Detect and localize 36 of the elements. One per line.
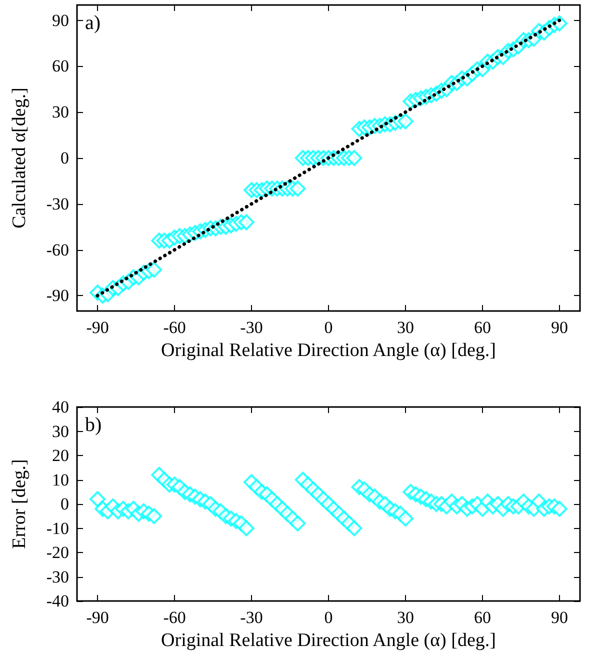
y-tick-label: 60 xyxy=(52,56,69,76)
x-tick-label: -60 xyxy=(163,318,186,337)
x-tick-label: 90 xyxy=(550,318,568,337)
y-axis-title: Error [deg.] xyxy=(9,459,30,549)
y-tick-label: -30 xyxy=(46,194,69,214)
x-axis-title: Original Relative Direction Angle (α) [deg.] xyxy=(161,340,496,361)
x-tick-label: -90 xyxy=(86,318,109,337)
y-tick-label: 0 xyxy=(60,148,69,168)
y-axis-title: Calculated α[deg.] xyxy=(9,88,30,228)
y-tick-label: 20 xyxy=(52,446,69,465)
y-tick-label: 10 xyxy=(52,470,69,490)
x-tick-label: 0 xyxy=(324,318,333,337)
x-tick-label: 30 xyxy=(396,608,414,627)
x-tick-label: -30 xyxy=(240,608,263,627)
x-tick-label: -60 xyxy=(163,608,186,627)
y-tick-label: 90 xyxy=(52,10,69,30)
y-tick-label: -90 xyxy=(46,286,69,306)
x-tick-label: 30 xyxy=(396,318,414,337)
annotation: a) xyxy=(85,12,101,34)
x-tick-label: 0 xyxy=(324,608,333,627)
annotation: b) xyxy=(85,414,102,436)
y-tick-label: -20 xyxy=(46,543,69,562)
x-tick-label: -30 xyxy=(240,318,263,337)
x-tick-label: 60 xyxy=(474,608,491,627)
y-tick-label: 30 xyxy=(52,102,69,122)
y-tick-label: -10 xyxy=(46,518,69,538)
y-tick-label: -40 xyxy=(46,592,69,610)
x-tick-label: 90 xyxy=(550,608,568,627)
y-tick-label: 40 xyxy=(52,398,69,416)
x-tick-label: 60 xyxy=(474,318,491,337)
y-tick-label: 0 xyxy=(60,494,69,514)
y-tick-label: -60 xyxy=(46,240,69,260)
x-tick-label: -90 xyxy=(86,608,109,627)
y-tick-label: 30 xyxy=(52,422,69,441)
x-axis-title: Original Relative Direction Angle (α) [deg.] xyxy=(161,630,496,651)
y-tick-label: -30 xyxy=(46,567,69,586)
